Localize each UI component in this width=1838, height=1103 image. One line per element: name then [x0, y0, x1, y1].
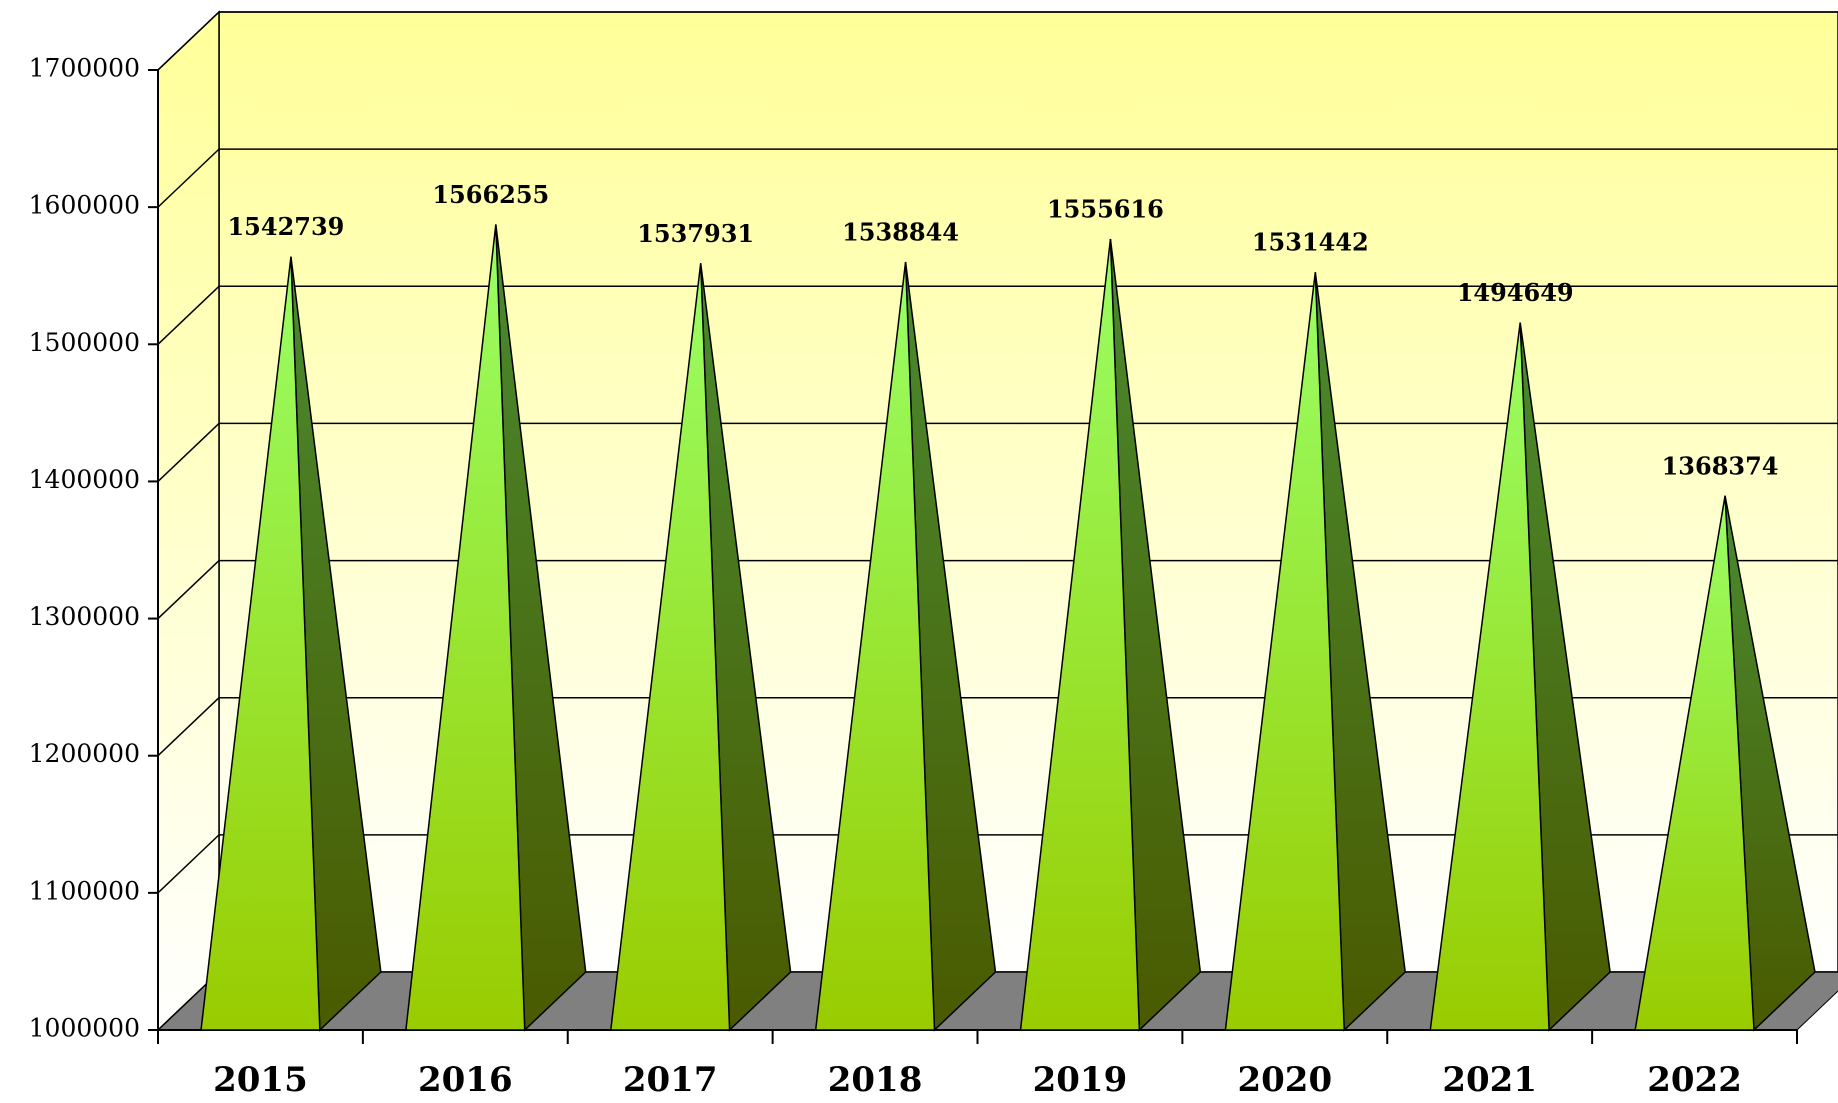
- x-tick-label: 2019: [1033, 1060, 1128, 1100]
- value-label: 1368374: [1662, 451, 1779, 480]
- pyramid-front: [814, 261, 936, 1031]
- value-label: 1531442: [1252, 228, 1369, 257]
- grid-line: [157, 697, 220, 757]
- grid-line: [157, 560, 220, 620]
- y-tick-label: 1500000: [29, 328, 140, 357]
- grid-line: [157, 422, 220, 482]
- y-tick-label: 1600000: [29, 191, 140, 220]
- pyramid-front: [1019, 238, 1141, 1031]
- x-tick-label: 2017: [623, 1060, 718, 1100]
- value-label: 1542739: [227, 212, 344, 241]
- grid-line: [157, 834, 220, 894]
- grid-line: [157, 148, 220, 208]
- value-label: 1538844: [842, 218, 959, 247]
- pyramid-front: [1224, 272, 1346, 1031]
- pyramid-front: [405, 224, 526, 1031]
- grid-line: [157, 11, 220, 71]
- y-tick-label: 1300000: [29, 602, 140, 631]
- pyramid-front: [1429, 322, 1550, 1031]
- side-wall: [157, 10, 220, 1032]
- grid-line: [157, 285, 220, 345]
- y-tick-label: 1000000: [29, 1014, 140, 1043]
- y-tick-label: 1100000: [29, 876, 140, 905]
- x-tick-label: 2016: [418, 1060, 513, 1100]
- y-tick-label: 1200000: [29, 739, 140, 768]
- value-label: 1537931: [637, 219, 754, 248]
- value-label: 1555616: [1047, 195, 1164, 224]
- x-tick-label: 2015: [213, 1060, 308, 1100]
- pyramid-front: [1634, 495, 1755, 1031]
- pyramid-front: [609, 263, 731, 1031]
- x-tick-label: 2021: [1442, 1060, 1537, 1100]
- value-label: 1494649: [1457, 278, 1574, 307]
- x-tick-label: 2022: [1647, 1060, 1742, 1100]
- y-tick-label: 1700000: [29, 54, 140, 83]
- y-tick-label: 1400000: [29, 465, 140, 494]
- pyramid-front: [200, 256, 321, 1031]
- x-tick-label: 2018: [828, 1060, 923, 1100]
- x-tick-label: 2020: [1237, 1060, 1332, 1100]
- value-label: 1566255: [432, 180, 549, 209]
